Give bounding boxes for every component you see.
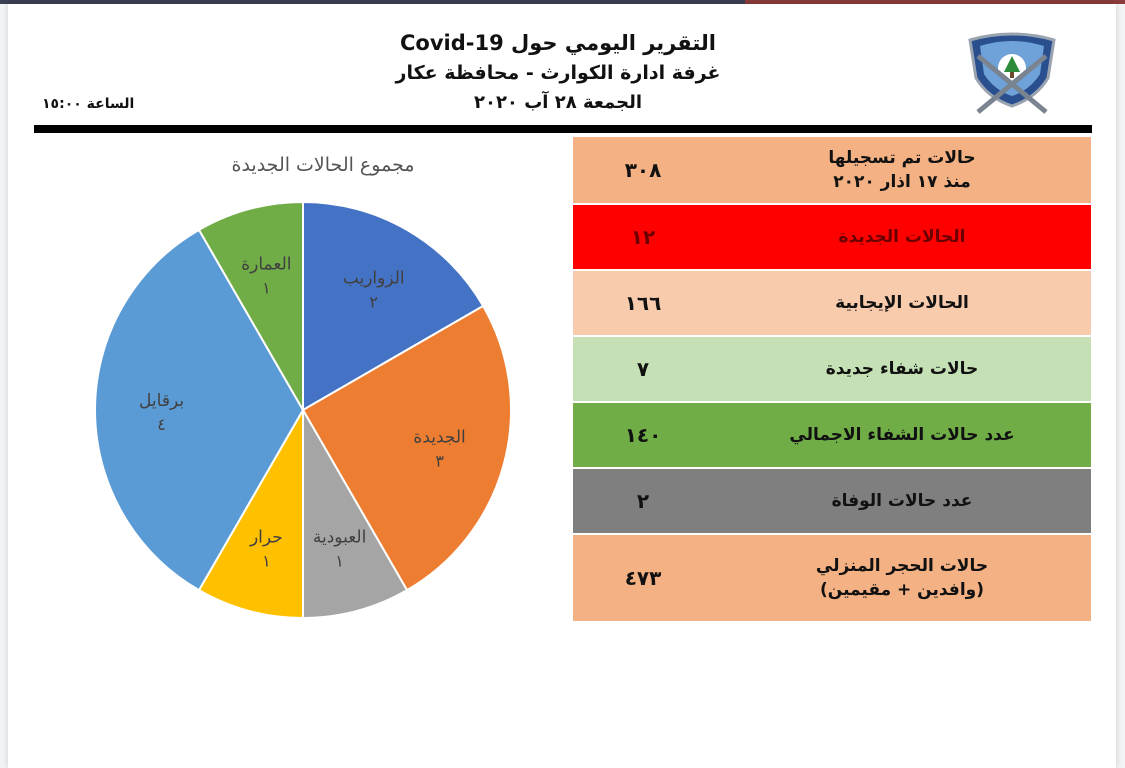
pie-slice-value: ١ — [335, 552, 344, 571]
pie-slice-label: برقايل — [139, 391, 184, 411]
stat-value: ٧ — [636, 357, 650, 381]
chart-title: مجموع الحالات الجديدة — [231, 154, 415, 176]
pie-slice-label: حرار — [249, 528, 283, 548]
stat-value: ٢ — [636, 489, 650, 513]
pie-slice — [302, 406, 409, 620]
stat-value: ٣٠٨ — [624, 158, 662, 182]
pie-chart: الزواريب ٢ الجديدة ٣ العبودية ١ حرار ١ برقايل ٤ ال… — [94, 200, 512, 620]
top-strip — [0, 0, 1125, 4]
pie-slice — [197, 200, 304, 414]
report-date: الجمعة ٢٨ آب ٢٠٢٠ — [473, 92, 643, 113]
stat-label: عدد حالات الوفاة — [831, 491, 973, 511]
civil-defense-logo — [968, 32, 1056, 114]
stat-label: الحالات الإيجابية — [835, 293, 969, 313]
stat-row: ١٤٠ عدد حالات الشفاء الاجمالي — [573, 403, 1091, 469]
stat-value: ١٢ — [630, 225, 656, 249]
pie-slice-value: ١ — [262, 552, 271, 571]
pie-slice — [94, 228, 305, 592]
stat-row: ١٢ الحالات الجديدة — [573, 205, 1091, 271]
stat-row: ٢ عدد حالات الوفاة — [573, 469, 1091, 535]
stat-value: ٤٧٣ — [624, 566, 662, 590]
stat-label: حالات الحجر المنزلي (وافدين + مقيمين) — [815, 556, 989, 600]
pie-slice-value: ٢ — [369, 293, 378, 312]
stat-row: ٧ حالات شفاء جديدة — [573, 337, 1091, 403]
report-sheet: التقرير اليومي حول Covid-19 غرفة ادارة ا… — [8, 4, 1116, 768]
pie-slice-label: العمارة — [241, 254, 291, 274]
stat-value: ١٤٠ — [624, 423, 662, 447]
top-strip-accent — [745, 0, 1125, 4]
stats-table: ٣٠٨ حالات تم تسجيلها منذ ١٧ اذار ٢٠٢٠ ١٢ ال… — [573, 137, 1091, 623]
stat-label: حالات شفاء جديدة — [825, 359, 979, 379]
pie-slice-label: الجديدة — [413, 428, 465, 448]
pie-slice — [197, 406, 304, 620]
pie-slice-value: ٣ — [435, 452, 444, 471]
report-subtitle: غرفة ادارة الكوارث - محافظة عكار — [395, 62, 721, 84]
stat-row: ٤٧٣ حالات الحجر المنزلي (وافدين + مقيمين) — [573, 535, 1091, 623]
report-title: التقرير اليومي حول Covid-19 — [399, 31, 716, 55]
pie-slice-label: العبودية — [313, 528, 366, 548]
report-header: التقرير اليومي حول Covid-19 غرفة ادارة ا… — [348, 28, 768, 118]
stat-label: عدد حالات الشفاء الاجمالي — [789, 425, 1015, 445]
stat-value: ١٦٦ — [624, 291, 662, 315]
pie-slice-value: ١ — [262, 278, 271, 297]
stat-label: حالات تم تسجيلها منذ ١٧ اذار ٢٠٢٠ — [828, 148, 976, 192]
header-rule — [34, 125, 1092, 133]
pie-slice — [302, 200, 485, 412]
pie-slice-value: ٤ — [157, 415, 166, 434]
stat-row: ٣٠٨ حالات تم تسجيلها منذ ١٧ اذار ٢٠٢٠ — [573, 137, 1091, 205]
pie-slice — [301, 304, 512, 592]
pie-slice-label: الزواريب — [343, 269, 405, 289]
stat-row: ١٦٦ الحالات الإيجابية — [573, 271, 1091, 337]
report-time: الساعة ١٥:٠٠ — [42, 96, 135, 112]
stat-label: الحالات الجديدة — [838, 227, 966, 247]
